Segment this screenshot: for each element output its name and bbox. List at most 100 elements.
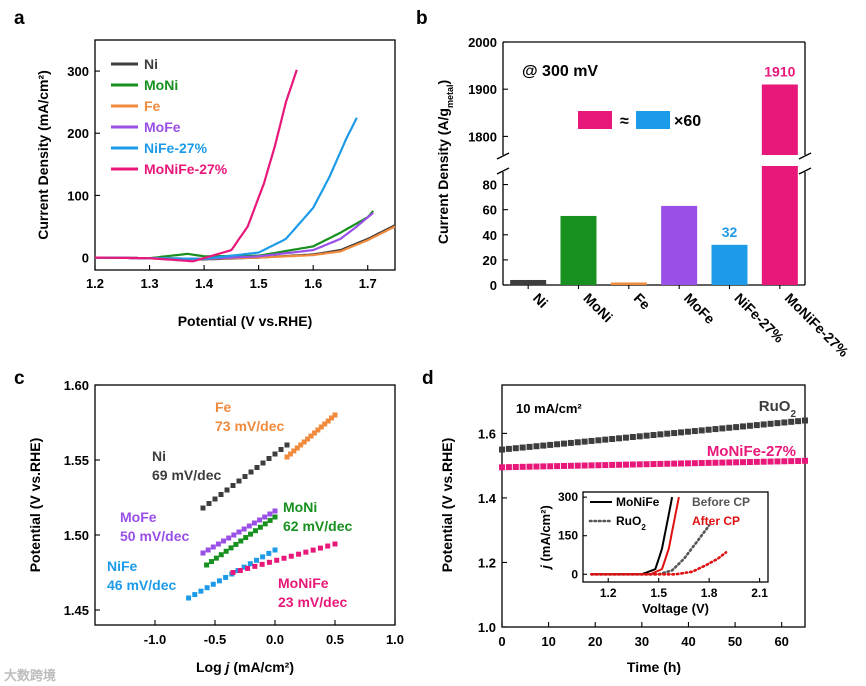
panel-d-label-monife: MoNiFe-27% [707,443,796,460]
panel-c-ticks: -1.0 -0.5 0.0 0.5 1.0 1.45 1.50 1.55 1.60 [64,378,404,647]
panel-c-series-slope-5: 23 mV/dec [278,594,347,610]
panel-d-point-1 [588,462,595,469]
panel-d-point-0 [505,445,512,452]
panel-d-x-tick-label: 20 [588,634,602,649]
panel-c-series-name-1: Ni [152,448,166,464]
panel-c-point-4 [266,550,272,556]
panel-c-point-1 [200,505,206,511]
panel-c-series-name-0: Fe [215,399,232,415]
panel-c-y-tick-label: 1.45 [64,603,89,618]
panel-c-point-2 [221,538,227,544]
panel-c-x-label: Log j (mA/cm²) [196,659,294,675]
panel-b-bar-0 [510,279,547,285]
panel-a-legend: Ni MoNi Fe MoFe NiFe-27% MoNiFe-27% [111,56,228,177]
panel-d-x-tick-label: 60 [774,634,788,649]
panel-b-annotation-approx: ≈ [620,113,629,130]
panel-c-point-4 [204,585,210,591]
panel-b-data-label-4: 32 [722,224,738,240]
panel-c-point-5 [245,565,251,571]
panel-c-x-tick-label: -0.5 [204,632,226,647]
panel-d-point-1 [622,461,629,468]
panel-c-point-1 [284,442,290,448]
panel-b-bar-4 [711,244,748,285]
panel-d-point-0 [588,437,595,444]
panel-c-point-3 [252,528,258,534]
panel-d-point-1 [671,460,678,467]
panel-d-point-0 [733,424,740,431]
panel-d-frame [501,384,806,628]
panel-a-legend-label-2: Fe [144,98,161,114]
panel-d-title: 10 mA/cm² [516,401,582,416]
panel-b-bar-1 [560,215,597,285]
panel-d-point-1 [691,460,698,467]
panel-b-y-tick-label: 80 [483,178,497,193]
inset-legend-label-dotted: RuO2 [616,514,646,532]
panel-d-point-0 [526,443,533,450]
panel-c-point-4 [216,578,222,584]
panel-b-bar-5 [761,166,798,285]
panel-b-bar-chart: 1800 1900 2000 0 20 40 60 80 Ni MoNi Fe MoFe 32 NiFe… [435,35,852,360]
inset-series-line-3 [590,551,728,576]
panel-c-point-5 [288,553,294,559]
panel-b-break-mark [496,152,510,160]
panel-d-point-0 [595,437,602,444]
panel-c-series-name-5: MoNiFe [278,575,329,591]
panel-c-point-5 [252,563,258,569]
panel-c-point-4 [198,588,204,594]
panel-d-point-1 [740,459,747,466]
panel-c-series-slope-2: 50 mV/dec [120,528,189,544]
inset-y-tick-label: 300 [558,490,578,504]
panel-d-point-1 [629,461,636,468]
panel-b-title: @ 300 mV [522,63,598,80]
panel-d-point-0 [691,428,698,435]
panel-d-point-0 [781,419,788,426]
panel-b-x-tick-label-2: Fe [631,290,654,313]
panel-b-x-tick-label-1: MoNi [580,290,616,326]
panel-c-point-3 [204,562,210,568]
panel-c-point-1 [230,483,236,488]
panel-b-y-label: Current Density (A/gmetal) [435,80,455,244]
panel-d-y-tick-label: 1.0 [478,620,496,635]
panel-c-point-4 [253,557,259,563]
panel-c-point-1 [212,496,218,502]
panel-c-point-3 [267,517,273,523]
panel-c-point-0 [311,430,317,436]
panel-c-point-1 [254,465,260,470]
panel-a-y-tick-label: 0 [82,251,89,266]
panel-c-series-name-2: MoFe [120,509,157,525]
panel-b-annotation-times: ×60 [674,113,701,130]
panel-c-point-0 [318,424,324,430]
panel-d-point-1 [519,463,526,470]
panel-b-y-tick-label: 60 [483,203,497,218]
panel-c-point-2 [226,535,232,541]
inset-y-tick-label: 150 [558,529,578,543]
panel-c-point-0 [291,448,297,454]
panel-c-point-3 [233,541,239,547]
panel-d-point-0 [740,423,747,430]
panel-b-frame [496,41,812,286]
panel-c-point-0 [315,427,321,433]
panel-label-c: c [14,368,25,389]
panel-a-ticks: 1.2 1.3 1.4 1.5 1.6 1.7 0 100 200 300 [67,64,376,291]
panel-c-point-4 [241,564,247,570]
panel-d-point-0 [629,433,636,440]
panel-c-point-3 [248,531,254,537]
panel-d-x-tick-label: 50 [728,634,742,649]
panel-d-y-tick-label: 1.2 [478,555,496,570]
panel-d-point-0 [554,441,561,448]
panel-d-point-1 [795,457,802,464]
panel-c-frame [94,384,396,626]
panel-c-point-2 [251,520,257,526]
panel-a-series [95,69,396,263]
panel-c-point-0 [308,433,314,439]
panel-b-data-label-5: 1910 [764,63,795,79]
panel-b-bar-2 [610,282,647,285]
panel-a-x-tick-label: 1.5 [250,276,268,291]
panel-a-x-tick-label: 1.3 [141,276,159,291]
panel-d-point-0 [698,427,705,434]
panel-b-bar-3 [661,205,698,285]
panel-c-point-2 [246,523,252,529]
panel-c-y-tick-label: 1.50 [64,528,89,543]
panel-d-point-1 [746,459,753,465]
panel-d-point-0 [609,435,616,442]
